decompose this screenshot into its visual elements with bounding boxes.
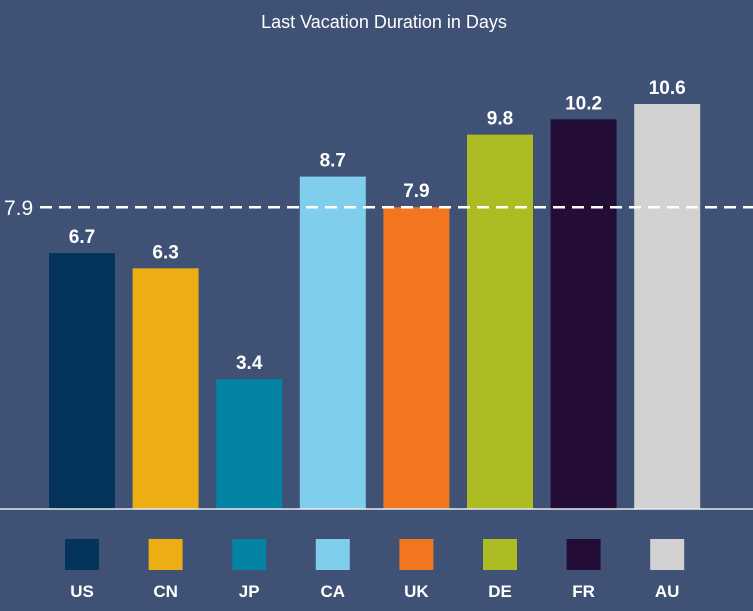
data-label-fr: 10.2 bbox=[565, 93, 602, 114]
average-reference-label: 7.9 bbox=[4, 197, 33, 220]
legend-swatch-us bbox=[65, 539, 99, 570]
legend-label-au: AU bbox=[655, 582, 680, 601]
legend-label-ca: CA bbox=[321, 582, 346, 601]
bar-au bbox=[634, 104, 701, 509]
data-label-jp: 3.4 bbox=[236, 353, 263, 374]
legend-label-us: US bbox=[70, 582, 94, 601]
legend-label-de: DE bbox=[488, 582, 512, 601]
legend-label-cn: CN bbox=[153, 582, 178, 601]
legend-swatch-cn bbox=[148, 539, 183, 570]
legend-swatch-ca bbox=[315, 539, 350, 570]
data-label-au: 10.6 bbox=[649, 78, 686, 99]
legend-label-uk: UK bbox=[404, 582, 429, 601]
chart-title: Last Vacation Duration in Days bbox=[261, 12, 507, 32]
legend-swatch-de bbox=[483, 539, 517, 570]
legend: US CN JP CA UK DE FR AU bbox=[65, 539, 685, 601]
bar-de bbox=[467, 134, 533, 509]
data-label-cn: 6.3 bbox=[152, 242, 178, 263]
data-label-uk: 7.9 bbox=[403, 181, 429, 202]
data-label-ca: 8.7 bbox=[320, 151, 346, 172]
legend-label-fr: FR bbox=[572, 582, 595, 601]
legend-swatch-uk bbox=[399, 539, 434, 570]
data-label-us: 6.7 bbox=[69, 227, 95, 248]
bars-group bbox=[49, 104, 701, 510]
data-labels-group: 6.7 6.3 3.4 8.7 7.9 9.8 10.2 10.6 bbox=[69, 78, 686, 374]
data-label-de: 9.8 bbox=[487, 109, 513, 130]
bar-cn bbox=[132, 268, 199, 509]
legend-swatch-fr bbox=[566, 539, 601, 570]
legend-swatch-au bbox=[650, 539, 685, 570]
bar-uk bbox=[383, 207, 450, 509]
bar-ca bbox=[299, 176, 366, 509]
bar-us bbox=[49, 253, 115, 509]
legend-label-jp: JP bbox=[239, 582, 260, 601]
bar-jp bbox=[216, 379, 283, 509]
legend-swatch-jp bbox=[232, 539, 267, 570]
bar-fr bbox=[550, 119, 617, 510]
